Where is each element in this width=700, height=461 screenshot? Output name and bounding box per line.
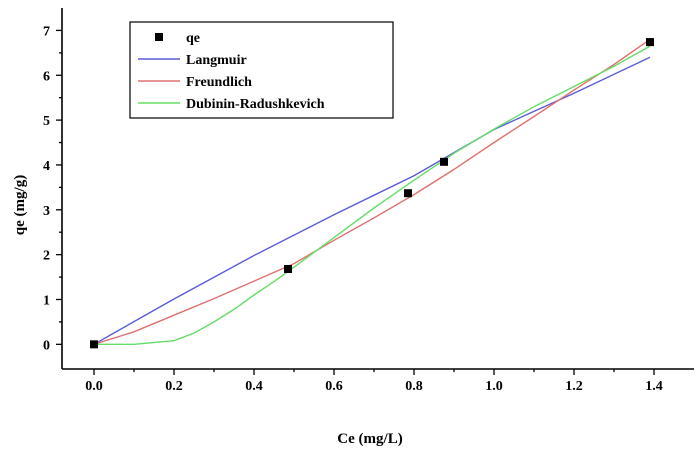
legend-label: qe [186,31,200,46]
legend-label: Langmuir [186,53,247,68]
data-point [90,340,98,349]
y-tick-label: 4 [43,159,50,174]
data-point [284,264,292,273]
x-tick-label: 0.4 [245,379,263,394]
x-tick-label: 1.2 [565,379,583,394]
legend-label: Dubinin-Radushkevich [186,97,325,112]
y-tick-label: 3 [43,204,50,219]
y-tick-label: 7 [43,24,50,39]
legend-label: Freundlich [186,75,252,90]
legend-marker [155,33,163,41]
y-tick-label: 0 [43,338,50,353]
data-point [646,38,654,47]
y-tick-label: 2 [43,249,50,264]
series-line-dubinin-radushkevich [94,45,651,345]
x-tick-label: 1.4 [645,379,663,394]
x-axis-title: Ce (mg/L) [337,431,402,447]
legend-box [129,21,394,119]
x-tick-label: 0.6 [325,379,343,394]
data-point [440,157,448,166]
y-tick-label: 6 [43,69,50,84]
y-axis-title: qe (mg/g) [12,175,28,235]
data-point [404,189,412,198]
x-tick-label: 1.0 [485,379,503,394]
y-tick-label: 1 [43,293,50,308]
x-tick-label: 0.2 [165,379,183,394]
y-tick-label: 5 [43,114,50,129]
x-tick-label: 0.8 [405,379,423,394]
series-line-freundlich [93,38,651,345]
x-tick-label: 0.0 [85,379,103,394]
